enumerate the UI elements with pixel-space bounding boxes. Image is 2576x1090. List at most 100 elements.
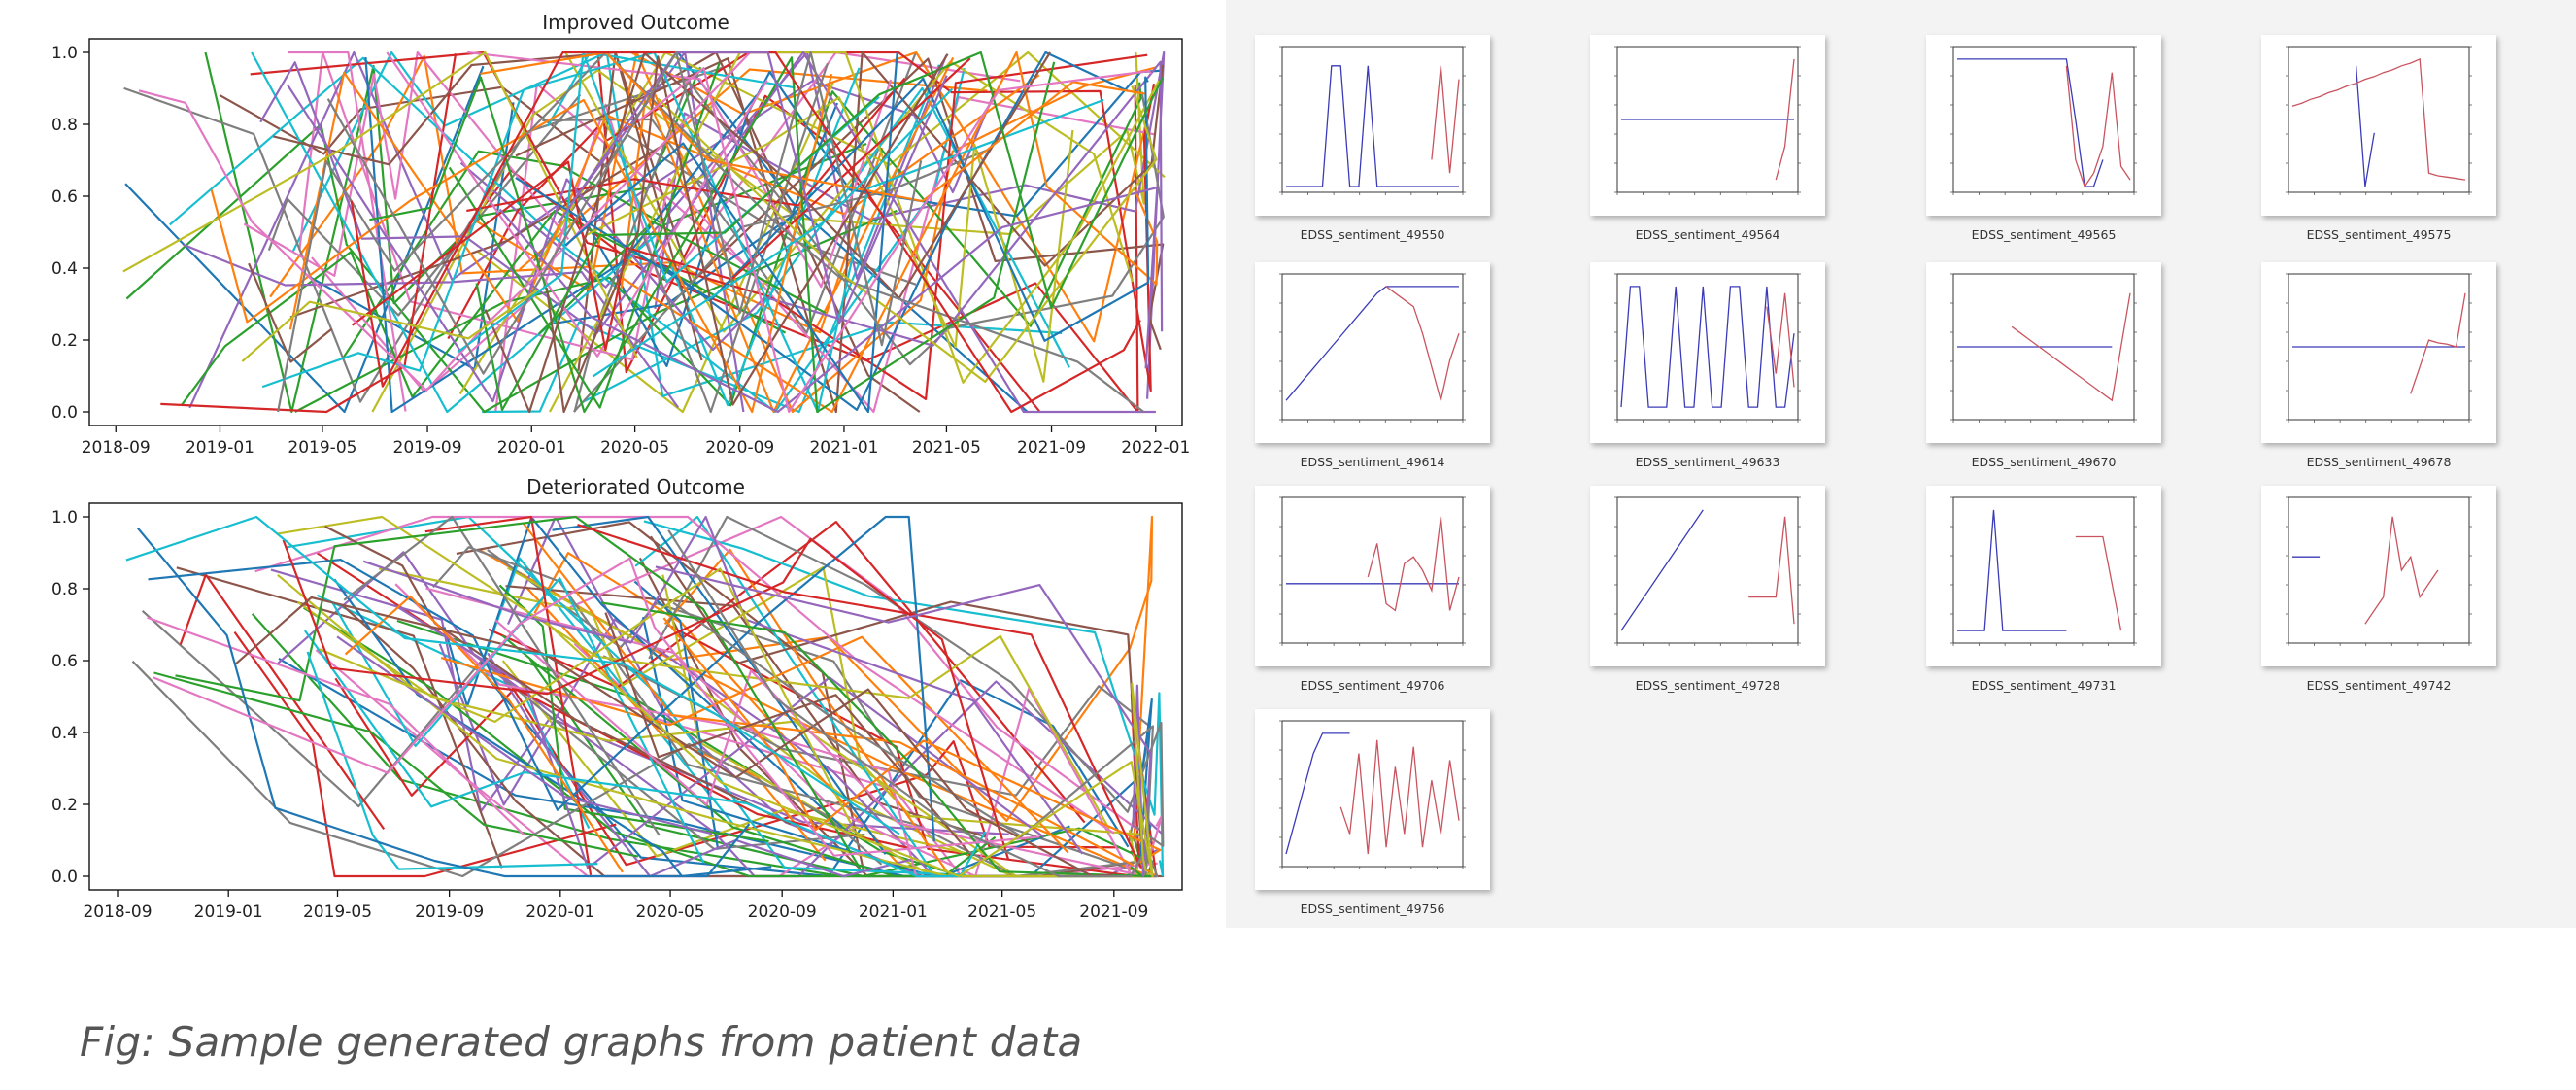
thumbnail-plot	[1590, 486, 1825, 666]
series-line	[131, 660, 883, 878]
series-line	[343, 515, 661, 836]
thumbnail-label: EDSS_sentiment_49742	[2306, 678, 2452, 693]
series-line	[471, 51, 1157, 414]
thumb-frame	[1281, 496, 1464, 644]
series-line	[573, 69, 1163, 367]
thumbnail-label: EDSS_sentiment_49565	[1971, 227, 2117, 242]
y-tick-label: 0.0	[51, 403, 78, 423]
x-tick-label: 2019-09	[415, 903, 484, 922]
x-tick-label: 2021-01	[809, 438, 878, 458]
thumbnail-label: EDSS_sentiment_49756	[1300, 902, 1445, 916]
series-line	[160, 53, 458, 414]
y-tick-label: 0.8	[51, 580, 78, 599]
series-line	[538, 221, 827, 335]
thumbnail-plot	[1590, 262, 1825, 443]
sentiment-line	[1367, 516, 1460, 612]
thumbnail-plot	[1255, 709, 1490, 890]
thumbnail-plot	[1926, 486, 2161, 666]
thumbnail-label: EDSS_sentiment_49728	[1635, 678, 1780, 693]
series-line	[633, 580, 720, 850]
series-line	[277, 515, 1110, 830]
thumbnail-label: EDSS_sentiment_49564	[1635, 227, 1780, 242]
series-line	[136, 527, 751, 878]
series-line	[564, 51, 898, 414]
series-line	[533, 552, 905, 871]
series-line	[289, 141, 668, 319]
x-tick-label: 2021-01	[859, 903, 928, 922]
series-line	[334, 677, 910, 850]
series-line	[219, 85, 609, 169]
edss-line	[1957, 509, 2067, 631]
series-line	[476, 81, 835, 414]
series-line	[498, 187, 1159, 414]
series-line	[336, 635, 713, 835]
x-tick-label: 2020-05	[636, 903, 705, 922]
series-line	[369, 56, 1056, 414]
sentiment-line	[1339, 739, 1460, 855]
x-tick-label: 2019-01	[186, 438, 254, 458]
series-line	[303, 606, 997, 878]
edss-line	[2355, 65, 2375, 187]
series-line	[487, 652, 913, 878]
series-line	[505, 585, 987, 838]
thumb-frame	[2288, 496, 2470, 644]
sentiment-line	[2291, 57, 2466, 181]
thumb-frame	[1281, 273, 1464, 421]
sentiment-line	[1766, 292, 1795, 388]
y-tick-label: 0.4	[51, 259, 78, 279]
edss-line	[1620, 286, 1795, 408]
x-tick-label: 2021-09	[1017, 438, 1086, 458]
series-line	[286, 60, 1164, 403]
series-line	[585, 96, 1074, 383]
series-line	[672, 601, 1159, 878]
series-line	[278, 657, 1070, 878]
thumb-frame	[2288, 273, 2470, 421]
thumbnail-label: EDSS_sentiment_49731	[1971, 678, 2117, 693]
thumbnail-svg	[1950, 496, 2137, 646]
series-group	[125, 515, 1165, 878]
series-line	[288, 51, 407, 412]
series-line	[125, 515, 900, 835]
series-line	[333, 578, 772, 878]
edss-line	[1620, 509, 1704, 631]
series-line	[572, 147, 993, 413]
y-tick-label: 0.2	[51, 331, 78, 351]
series-line	[125, 123, 898, 414]
edss-line	[1286, 65, 1459, 187]
thumbnail-label: EDSS_sentiment_49575	[2306, 227, 2452, 242]
thumbnail-plot	[2261, 486, 2496, 666]
thumbnail-label: EDSS_sentiment_49678	[2306, 455, 2452, 469]
x-tick-label: 2019-05	[303, 903, 372, 922]
figure-caption: Fig: Sample generated graphs from patien…	[80, 1018, 1083, 1066]
series-line	[306, 651, 598, 870]
thumbnail-svg	[2286, 273, 2472, 423]
deteriorated-outcome-chart: Deteriorated Outcome 0.0 0.2 0.4 0.6 0.8 1.0 20…	[51, 475, 1183, 922]
plot-frame	[88, 38, 1183, 426]
sentiment-line	[2364, 516, 2439, 625]
thumbnail-label: EDSS_sentiment_49670	[1971, 455, 2117, 469]
sentiment-line	[2075, 535, 2122, 631]
thumbnail-grid: EDSS_sentiment_49550 EDSS_sentiment_49564…	[1226, 0, 2576, 928]
thumbnail-plot	[1255, 486, 1490, 666]
series-line	[147, 616, 525, 836]
series-line	[648, 515, 1165, 847]
series-line	[175, 515, 862, 869]
sentiment-line	[2410, 292, 2466, 394]
sentiment-line	[1385, 286, 1460, 401]
series-line	[285, 515, 966, 876]
thumbnail-svg	[1950, 46, 2137, 195]
x-tick-label: 2022-01	[1121, 438, 1190, 458]
edss-line	[1285, 732, 1350, 855]
series-line	[277, 551, 1164, 878]
thumbnail-plot	[2261, 262, 2496, 443]
sentiment-line	[1431, 65, 1460, 174]
sentiment-line	[1748, 516, 1795, 625]
thumb-frame	[1952, 496, 2135, 644]
x-tick-label: 2018-09	[82, 438, 151, 458]
thumbnail-plot	[2261, 35, 2496, 216]
series-line	[660, 51, 1129, 411]
x-tick-label: 2021-05	[967, 903, 1036, 922]
thumbnail-plot	[1926, 35, 2161, 216]
x-tick-label: 2020-05	[600, 438, 669, 458]
series-line	[448, 62, 721, 409]
